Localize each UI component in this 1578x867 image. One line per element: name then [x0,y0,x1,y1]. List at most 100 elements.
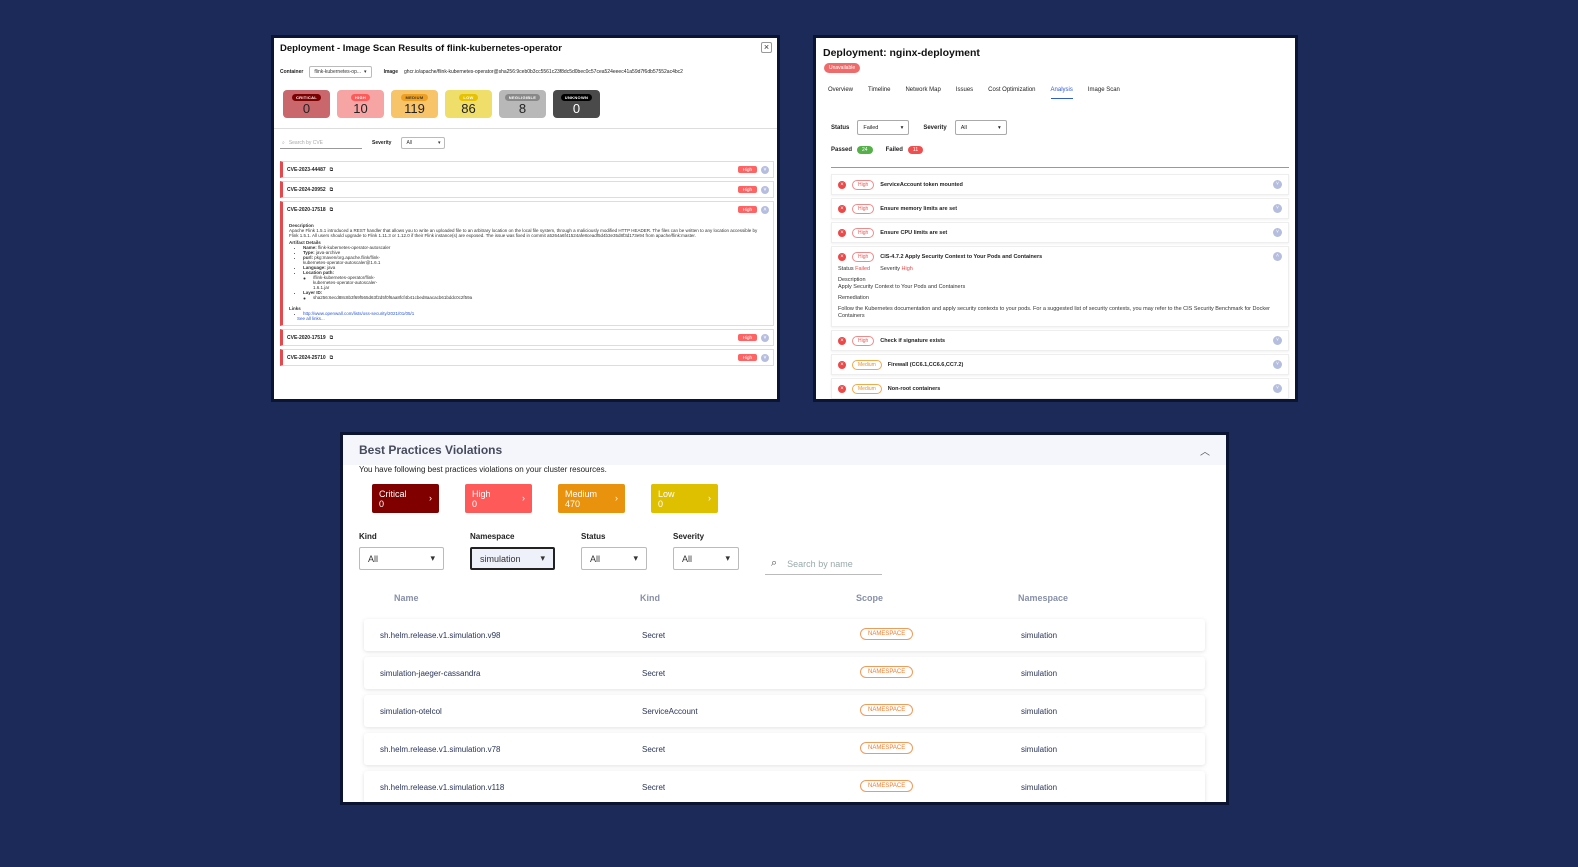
cve-item-expanded[interactable]: CVE-2020-17518 ⧉ High ˄ Description Apache … [280,201,774,326]
chevron-down-icon[interactable]: ˅ [761,333,769,342]
table-row[interactable]: sh.helm.release.v1.simulation.v98 Secret N… [364,619,1205,651]
cell-namespace: simulation [1021,669,1058,678]
severity-card-critical: CRITICAL 0 [283,90,330,118]
cve-item[interactable]: CVE-2024-20952 ⧉ High ˅ [280,181,774,198]
tab-bar: Overview Timeline Network Map Issues Cos… [828,85,1135,99]
artifact-list: Name: flink-kubernetes-operator-autoscal… [303,245,767,300]
chevron-down-icon[interactable]: ˅ [1273,384,1282,393]
chevron-up-icon[interactable]: ˄ [761,205,769,214]
check-details: Status Failed Severity High Description A… [832,266,1288,326]
chevron-down-icon[interactable]: ˅ [1273,336,1282,345]
chevron-down-icon[interactable]: ˅ [761,165,769,174]
namespace-select[interactable]: simulation ▾ [470,547,555,570]
check-list: × High ServiceAccount token mounted ˅ × High… [831,174,1289,399]
status-value: Failed [863,124,879,131]
chevron-up-icon[interactable]: ˄ [1273,252,1282,261]
status-select[interactable]: All ▾ [581,547,647,570]
table-row[interactable]: simulation-jaeger-cassandra Secret NAMESPA… [364,657,1205,689]
panel-header[interactable]: Best Practices Violations ︿ [343,435,1226,465]
failed-count[interactable]: 11 [907,146,924,154]
severity-badge: High [852,179,875,190]
image-scan-dialog: Deployment - Image Scan Results of flink… [271,35,780,402]
passed-count[interactable]: 24 [857,146,873,154]
card-critical[interactable]: Critical 0 › [372,484,439,513]
copy-icon[interactable]: ⧉ [329,166,334,173]
chevron-down-icon[interactable]: ˅ [761,185,769,194]
severity-card-low: LOW 86 [445,90,492,118]
name-search-input[interactable]: ⌕ Search by name [765,557,882,575]
card-label: Medium [565,488,598,499]
chevron-down-icon[interactable]: ˅ [761,353,769,362]
filter-row: Kind All ▾ Namespace simulation ▾ Status All ▾… [359,532,739,570]
severity-select[interactable]: All ▾ [954,120,1007,135]
tab-analysis[interactable]: Analysis [1050,85,1073,99]
tab-cost-optimization[interactable]: Cost Optimization [988,87,1036,93]
cve-search-input[interactable]: ⌕ Search by CVE [280,138,362,149]
cell-namespace: simulation [1021,783,1058,792]
cve-id: CVE-2024-25710 [287,354,326,361]
check-item[interactable]: × High Ensure memory limits are set ˅ [831,198,1289,219]
chevron-down-icon: ▾ [725,553,730,563]
column-name[interactable]: Name [394,593,419,603]
card-count: 470 [565,498,581,509]
kind-select[interactable]: All ▾ [359,547,444,570]
table-row[interactable]: sh.helm.release.v1.simulation.v78 Secret N… [364,733,1205,765]
cve-item[interactable]: CVE-2020-17519 ⧉ High ˅ [280,329,774,346]
description-text: Apache Flink 1.5.1 introduced a REST han… [289,228,758,238]
check-item[interactable]: × High ServiceAccount token mounted ˅ [831,174,1289,195]
column-kind[interactable]: Kind [640,593,660,603]
layer-id: sha256:6ecd88c8b3f69f565d63f2d5f0f6aa8fc… [313,295,767,300]
artifact-language: Language: java [303,265,767,270]
chevron-down-icon[interactable]: ˅ [1273,204,1282,213]
check-item[interactable]: × High Check if signature exists ˅ [831,330,1289,351]
tab-issues[interactable]: Issues [955,87,974,93]
severity-select[interactable]: All ▾ [401,137,446,149]
status-select[interactable]: Failed ▾ [857,120,910,135]
card-label: Low [658,488,675,499]
chevron-down-icon: ▾ [437,140,441,146]
card-high[interactable]: High 0 › [465,484,532,513]
cell-kind: Secret [642,669,666,678]
copy-icon[interactable]: ⧉ [329,354,334,361]
check-item[interactable]: × Medium Firewall (CC6.1,CC6.6,CC7.2) ˅ [831,354,1289,375]
copy-icon[interactable]: ⧉ [329,186,334,193]
reference-link[interactable]: http://www.openwall.com/lists/oss-securi… [303,311,415,316]
search-placeholder: Search by name [787,558,853,569]
check-item-expanded[interactable]: × High CIS-4.7.2 Apply Security Context to… [831,246,1289,327]
check-item[interactable]: × High Ensure CPU limits are set ˅ [831,222,1289,243]
severity-count: 119 [404,100,425,116]
container-select[interactable]: flink-kubernetes-op... ▾ [309,66,372,78]
chevron-down-icon: ▾ [633,553,638,563]
table-row[interactable]: sh.helm.release.v1.simulation.v118 Secret… [364,771,1205,802]
chevron-up-icon[interactable]: ︿ [1200,446,1210,458]
scope-badge: NAMESPACE [860,742,914,754]
tab-overview[interactable]: Overview [828,87,854,93]
severity-badge: High [737,334,757,341]
check-item[interactable]: × Medium Non-root containers ˅ [831,378,1289,399]
severity-select[interactable]: All ▾ [673,547,739,570]
search-icon: ⌕ [282,139,285,146]
artifact-label: Artifact Details [289,240,321,245]
card-medium[interactable]: Medium 470 › [558,484,625,513]
card-low[interactable]: Low 0 › [651,484,718,513]
cell-name: simulation-jaeger-cassandra [380,669,481,678]
chevron-down-icon[interactable]: ˅ [1273,360,1282,369]
severity-badge: UNKNOWN [560,93,593,101]
description-text: Apply Security Context to Your Pods and … [838,284,966,290]
chevron-down-icon[interactable]: ˅ [1273,228,1282,237]
cve-item[interactable]: CVE-2023-44487 ⧉ High ˅ [280,161,774,178]
column-namespace[interactable]: Namespace [1018,593,1069,603]
tab-timeline[interactable]: Timeline [868,87,891,93]
chevron-down-icon[interactable]: ˅ [1273,180,1282,189]
severity-badge: Medium [852,383,882,394]
copy-icon[interactable]: ⧉ [329,206,334,213]
severity-value: All [960,124,967,131]
tab-network-map[interactable]: Network Map [905,87,941,93]
see-all-links[interactable]: See all links... [297,316,325,321]
cve-item[interactable]: CVE-2024-25710 ⧉ High ˅ [280,349,774,366]
tab-image-scan[interactable]: Image Scan [1087,87,1120,93]
column-scope[interactable]: Scope [856,593,884,603]
table-row[interactable]: simulation-otelcol ServiceAccount NAMESPAC… [364,695,1205,727]
copy-icon[interactable]: ⧉ [329,334,334,341]
close-icon[interactable]: × [761,42,772,53]
